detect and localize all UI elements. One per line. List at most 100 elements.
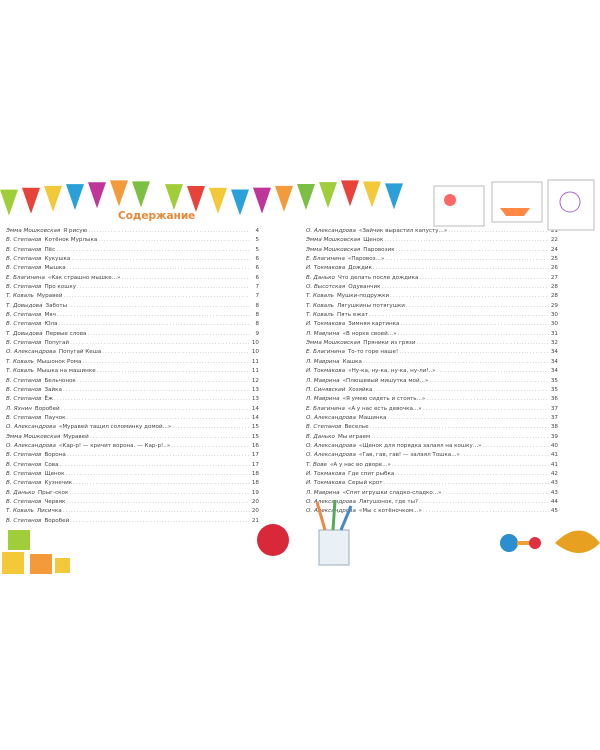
leader-dots [97, 368, 250, 374]
entry-page: 37 [550, 405, 558, 412]
entry-page: 32 [550, 340, 558, 347]
entry-title: Прыг-скок [37, 489, 69, 496]
entry-author: В. Степанов [306, 424, 342, 431]
entry-title: «Мы с котёночком...» [358, 508, 422, 515]
entry-page: 30 [550, 321, 558, 328]
entry-page: 13 [251, 396, 259, 403]
toc-entry: О. Александрова «Кар-р! — кричит ворона. … [6, 443, 259, 452]
entry-page: 5 [255, 237, 259, 244]
entry-page: 21 [550, 228, 558, 234]
leader-dots [71, 256, 250, 262]
entry-author: Эмма Мошковская [306, 237, 361, 244]
bunting-flag [187, 186, 205, 212]
entry-author: Л. Яхнин [6, 405, 32, 412]
entry-author: Т. Коваль [6, 358, 34, 365]
entry-author: Эмма Мошковская [306, 340, 361, 347]
entry-author: В. Степанов [6, 340, 42, 347]
entry-page: 11 [251, 358, 259, 365]
entry-page: 14 [251, 414, 259, 421]
entry-author: Т. Коваль [6, 293, 34, 300]
bunting-flag [275, 185, 293, 212]
entry-title: Лягушкины потягушки [336, 302, 405, 309]
entry-title: Червяк [44, 498, 66, 505]
entry-page: 34 [550, 358, 558, 365]
leader-dots [102, 349, 250, 355]
bunting-flag [165, 184, 183, 211]
bunting-flag [297, 184, 315, 210]
entry-page: 8 [255, 321, 259, 328]
entry-title: «Спят игрушки сладко-сладко...» [342, 489, 442, 496]
entry-title: Юла [44, 321, 58, 328]
leader-dots [390, 293, 549, 299]
entry-author: В. Степанов [6, 386, 42, 393]
leader-dots [429, 378, 549, 384]
entry-author: В. Степанов [6, 498, 42, 505]
leader-dots [382, 284, 549, 290]
entry-page: 41 [550, 452, 558, 459]
red-ball-image [257, 524, 289, 556]
entry-page: 21 [251, 517, 259, 524]
leader-dots [423, 508, 549, 514]
leader-dots [392, 462, 549, 468]
entry-title: «Щенок для порядка залаял на кошку...» [358, 442, 482, 449]
toc-entry: Л. Мавրина«В норке своей...» 31 [306, 331, 558, 340]
leader-dots [98, 237, 250, 243]
leader-dots [483, 443, 549, 449]
entry-page: 14 [251, 405, 259, 412]
entry-author: В. Степанов [6, 470, 42, 477]
leader-dots [416, 340, 549, 346]
leader-dots [57, 312, 250, 318]
entry-page: 4 [255, 228, 259, 234]
leader-dots [77, 284, 250, 290]
entry-author: О. Александрова [306, 508, 356, 515]
entry-author: В. Степанов [6, 414, 42, 421]
entry-title: Паучок [44, 414, 66, 421]
entry-author: В. Данько [306, 274, 335, 281]
entry-title: Заботы [45, 302, 68, 309]
entry-author: Эмма Мошковская [6, 228, 61, 234]
entry-title: Веселье [344, 424, 369, 431]
entry-author: О. Высотская [306, 284, 346, 291]
leader-dots [426, 396, 549, 402]
entry-author: И. Токмакова [306, 480, 346, 487]
entry-title: Хозяйка [348, 386, 373, 393]
entry-author: В. Степанов [6, 452, 42, 459]
entry-author: Т. Вове [306, 461, 327, 468]
entry-author: В. Степанов [6, 237, 42, 244]
entry-author: Л. Маврина [306, 358, 340, 365]
entry-page: 28 [550, 284, 558, 291]
entry-author: Е. Благинина [306, 256, 345, 263]
toys-rattle-top-image [500, 530, 600, 553]
leader-dots [383, 480, 549, 486]
leader-dots [67, 452, 250, 458]
leader-dots [398, 331, 550, 337]
entry-page: 8 [255, 312, 259, 319]
page-title: Содержание [118, 210, 196, 222]
entry-page: 17 [251, 461, 259, 468]
entry-page: 41 [550, 461, 558, 468]
entry-author: В. Степанов [6, 265, 42, 272]
entry-author: Е. Благинина [306, 349, 345, 356]
entry-page: 16 [251, 442, 259, 449]
leader-dots [373, 387, 549, 393]
entry-author: Т. Коваль [6, 368, 34, 375]
bunting-flag [319, 182, 337, 209]
entry-author: В. Степанов [6, 396, 42, 403]
leader-dots [61, 406, 250, 412]
entry-page: 20 [251, 508, 259, 515]
leader-dots [59, 321, 250, 327]
entry-title: «Ну-ка, ну-ка, ну-ка, ну-ли!..» [348, 368, 436, 375]
bunting-flag [110, 180, 128, 207]
